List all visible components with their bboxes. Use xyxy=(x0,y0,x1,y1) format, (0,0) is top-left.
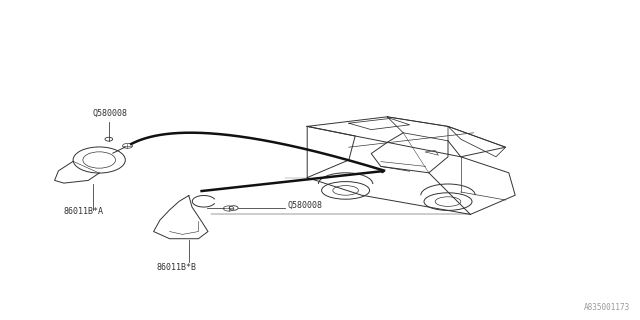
Text: 86011B*A: 86011B*A xyxy=(64,207,104,216)
Text: Q580008: Q580008 xyxy=(288,201,323,210)
Text: 86011B*B: 86011B*B xyxy=(157,263,197,272)
Text: A835001173: A835001173 xyxy=(584,303,630,312)
Text: Q580008: Q580008 xyxy=(93,109,128,118)
